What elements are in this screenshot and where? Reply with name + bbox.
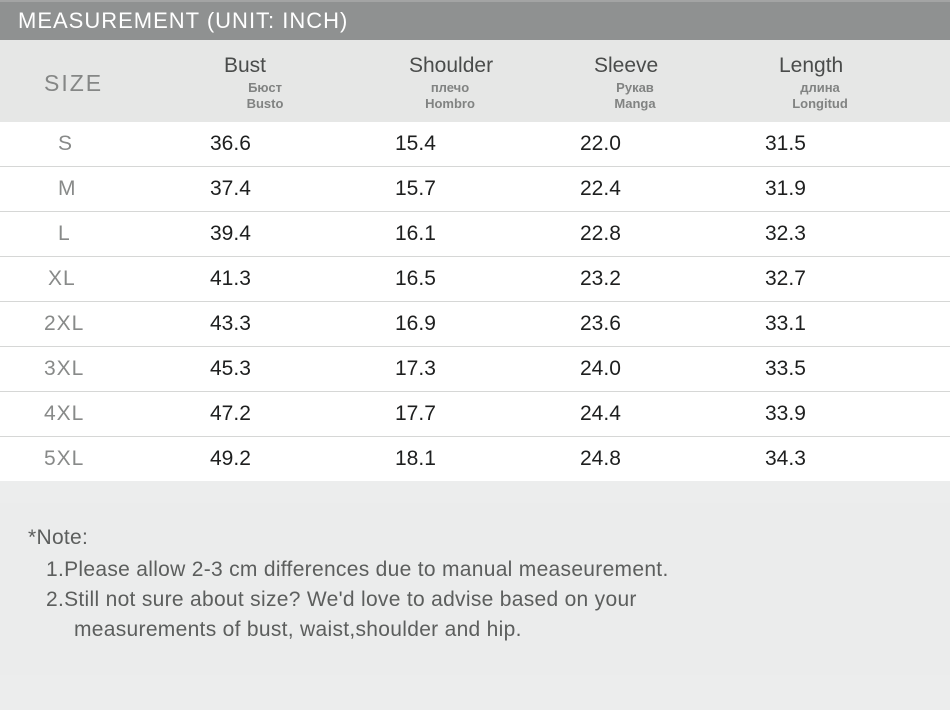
cell-size: 5XL [0, 437, 210, 482]
cell-sleeve: 24.4 [580, 392, 765, 437]
col-sleeve-sub1: Рукав [580, 80, 690, 96]
cell-size: XL [0, 257, 210, 302]
col-sleeve: Sleeve Рукав Manga [580, 40, 765, 122]
col-shoulder-sub1: плечо [395, 80, 505, 96]
cell-length: 32.3 [765, 212, 950, 257]
cell-size: 4XL [0, 392, 210, 437]
col-sleeve-label: Sleeve [580, 54, 765, 78]
cell-sleeve: 22.0 [580, 122, 765, 167]
table-header-row: SIZE Bust Бюст Busto Shoulder плечо Homb… [0, 40, 950, 122]
table-row: M 37.4 15.7 22.4 31.9 [0, 167, 950, 212]
cell-length: 33.5 [765, 347, 950, 392]
size-table: SIZE Bust Бюст Busto Shoulder плечо Homb… [0, 40, 950, 481]
cell-shoulder: 16.1 [395, 212, 580, 257]
cell-shoulder: 16.9 [395, 302, 580, 347]
cell-bust: 37.4 [210, 167, 395, 212]
cell-length: 32.7 [765, 257, 950, 302]
title-bar: MEASUREMENT (UNIT: INCH) [0, 0, 950, 40]
note-line-2: 2.Still not sure about size? We'd love t… [28, 585, 922, 615]
cell-bust: 47.2 [210, 392, 395, 437]
table-row: 3XL 45.3 17.3 24.0 33.5 [0, 347, 950, 392]
cell-bust: 36.6 [210, 122, 395, 167]
col-shoulder-sub2: Hombro [395, 96, 505, 112]
col-shoulder-label: Shoulder [395, 54, 580, 78]
table-row: S 36.6 15.4 22.0 31.5 [0, 122, 950, 167]
cell-shoulder: 18.1 [395, 437, 580, 482]
cell-length: 34.3 [765, 437, 950, 482]
cell-shoulder: 17.3 [395, 347, 580, 392]
cell-length: 31.5 [765, 122, 950, 167]
note-line-2b: measurements of bust, waist,shoulder and… [28, 615, 922, 645]
col-bust: Bust Бюст Busto [210, 40, 395, 122]
col-length-sub2: Longitud [765, 96, 875, 112]
col-length-sub1: длина [765, 80, 875, 96]
cell-size: S [0, 122, 210, 167]
cell-sleeve: 23.6 [580, 302, 765, 347]
cell-bust: 45.3 [210, 347, 395, 392]
col-bust-sub2: Busto [210, 96, 320, 112]
cell-bust: 49.2 [210, 437, 395, 482]
note-line-1: 1.Please allow 2-3 cm differences due to… [28, 555, 922, 585]
measurement-chart: MEASUREMENT (UNIT: INCH) SIZE Bust Бюст … [0, 0, 950, 675]
col-size: SIZE [0, 40, 210, 122]
col-bust-label: Bust [210, 54, 395, 78]
cell-sleeve: 22.8 [580, 212, 765, 257]
cell-length: 31.9 [765, 167, 950, 212]
table-row: XL 41.3 16.5 23.2 32.7 [0, 257, 950, 302]
table-row: 5XL 49.2 18.1 24.8 34.3 [0, 437, 950, 482]
cell-bust: 41.3 [210, 257, 395, 302]
cell-bust: 43.3 [210, 302, 395, 347]
col-shoulder: Shoulder плечо Hombro [395, 40, 580, 122]
cell-shoulder: 15.7 [395, 167, 580, 212]
cell-shoulder: 16.5 [395, 257, 580, 302]
col-sleeve-sub2: Manga [580, 96, 690, 112]
cell-sleeve: 22.4 [580, 167, 765, 212]
table-row: L 39.4 16.1 22.8 32.3 [0, 212, 950, 257]
col-length: Length длина Longitud [765, 40, 950, 122]
cell-size: 2XL [0, 302, 210, 347]
cell-size: L [0, 212, 210, 257]
cell-length: 33.1 [765, 302, 950, 347]
cell-sleeve: 24.8 [580, 437, 765, 482]
note-title: *Note: [28, 523, 922, 553]
cell-sleeve: 23.2 [580, 257, 765, 302]
col-bust-sub1: Бюст [210, 80, 320, 96]
cell-bust: 39.4 [210, 212, 395, 257]
cell-size: 3XL [0, 347, 210, 392]
table-row: 2XL 43.3 16.9 23.6 33.1 [0, 302, 950, 347]
cell-shoulder: 15.4 [395, 122, 580, 167]
cell-sleeve: 24.0 [580, 347, 765, 392]
col-length-label: Length [765, 54, 950, 78]
cell-shoulder: 17.7 [395, 392, 580, 437]
table-body: S 36.6 15.4 22.0 31.5 M 37.4 15.7 22.4 3… [0, 122, 950, 481]
notes-section: *Note: 1.Please allow 2-3 cm differences… [0, 503, 950, 675]
cell-size: M [0, 167, 210, 212]
table-row: 4XL 47.2 17.7 24.4 33.9 [0, 392, 950, 437]
cell-length: 33.9 [765, 392, 950, 437]
